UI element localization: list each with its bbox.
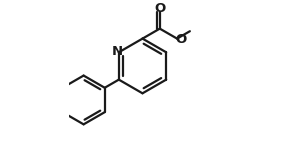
Text: N: N [112, 45, 123, 58]
Text: O: O [154, 2, 165, 15]
Text: O: O [175, 33, 186, 46]
